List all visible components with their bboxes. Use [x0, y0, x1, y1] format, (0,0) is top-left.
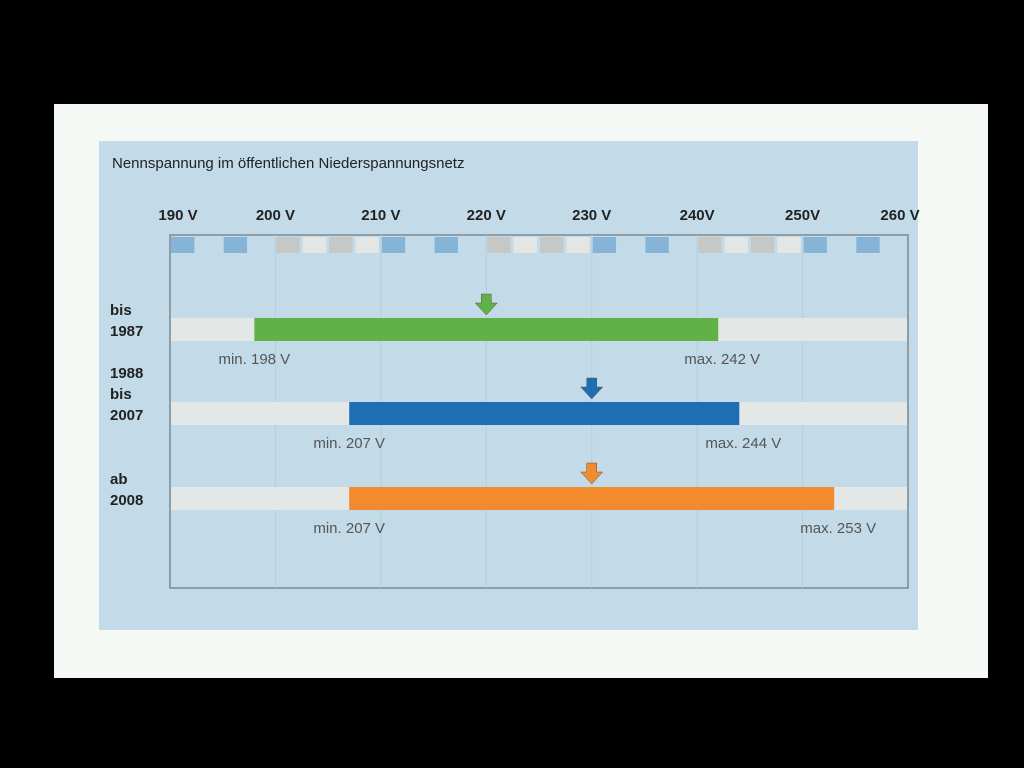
series-label: 1988 — [110, 365, 143, 382]
series-label: bis — [110, 386, 132, 403]
ruler-segment — [724, 237, 748, 253]
ruler-segment — [276, 237, 300, 253]
tick-label: 260 V — [880, 207, 919, 224]
range-bar — [349, 487, 835, 510]
range-bar — [349, 402, 740, 425]
ruler-segment — [460, 237, 485, 253]
series-label: ab — [110, 471, 128, 488]
tick-label: 250V — [785, 207, 820, 224]
ruler-segment — [250, 237, 274, 253]
min-label: min. 198 V — [218, 351, 290, 368]
nominal-arrow-icon — [474, 293, 498, 316]
ruler-segment — [856, 237, 880, 253]
ruler-segment — [829, 237, 854, 253]
ruler-segment — [698, 237, 722, 253]
tick-label: 230 V — [572, 207, 611, 224]
ruler-segment — [487, 237, 511, 253]
ruler-segment — [645, 237, 669, 253]
tick-label: 200 V — [256, 207, 295, 224]
ruler-segment — [408, 237, 432, 253]
tick-label: 240V — [680, 207, 715, 224]
ruler-segment — [434, 237, 458, 253]
series-label: bis — [110, 302, 132, 319]
ruler-segment — [223, 237, 248, 253]
chart-title: Nennspannung im öffentlichen Niederspann… — [112, 155, 464, 172]
ruler-segment — [592, 237, 617, 253]
chart-area — [99, 141, 918, 630]
ruler-segment — [381, 237, 406, 253]
series-label: 1987 — [110, 323, 143, 340]
ruler-segment — [619, 237, 643, 253]
series-label: 2008 — [110, 492, 143, 509]
tick-label: 190 V — [158, 207, 197, 224]
tick-label: 220 V — [467, 207, 506, 224]
ruler-segment — [803, 237, 827, 253]
ruler-segment — [302, 237, 327, 253]
max-label: max. 242 V — [684, 351, 760, 368]
ruler-segment — [540, 237, 564, 253]
plot-frame — [169, 234, 909, 589]
tick-label: 210 V — [361, 207, 400, 224]
min-label: min. 207 V — [313, 435, 385, 452]
ruler-segment — [750, 237, 775, 253]
max-label: max. 244 V — [705, 435, 781, 452]
max-label: max. 253 V — [800, 520, 876, 537]
series-label: 2007 — [110, 407, 143, 424]
nominal-arrow-icon — [580, 462, 604, 485]
ruler-segment — [355, 237, 379, 253]
range-bar — [254, 318, 719, 341]
ruler-segment — [329, 237, 353, 253]
min-label: min. 207 V — [313, 520, 385, 537]
ruler-segment — [882, 237, 906, 253]
ruler-segment — [566, 237, 590, 253]
ruler-segment — [171, 237, 195, 253]
ruler-segment — [777, 237, 801, 253]
ruler-segment — [513, 237, 537, 253]
ruler-segment — [197, 237, 221, 253]
ruler-segment — [671, 237, 696, 253]
nominal-arrow-icon — [580, 377, 604, 400]
